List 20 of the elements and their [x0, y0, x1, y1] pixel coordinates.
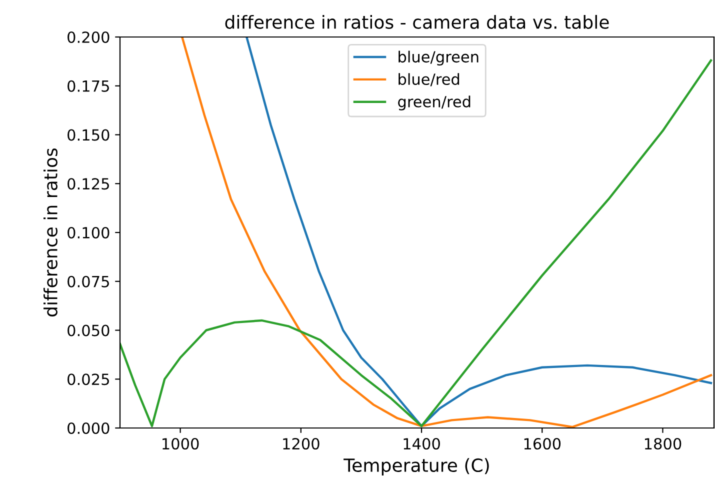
y-tick-label: 0.175 — [68, 80, 109, 92]
legend-label: green/red — [398, 96, 470, 110]
x-tick-label: 1200 — [283, 438, 320, 450]
y-tick-label: 0.125 — [68, 178, 109, 190]
x-tick-label: 1600 — [524, 438, 561, 450]
y-tick-label: 0.000 — [68, 422, 110, 434]
y-tick-label: 0.075 — [68, 276, 109, 288]
x-tick-label: 1400 — [404, 438, 440, 450]
y-tick-label: 0.200 — [68, 31, 110, 44]
y-axis-title: difference in ratios — [44, 148, 58, 316]
x-tick-label: 1800 — [644, 438, 682, 450]
y-tick-label: 0.150 — [68, 129, 110, 141]
chart-title: difference in ratios - camera data vs. table — [225, 14, 609, 29]
y-tick-label: 0.050 — [68, 324, 110, 336]
x-axis-title: Temperature (C) — [344, 458, 489, 476]
x-tick-label: 1000 — [162, 438, 199, 450]
legend-label: blue/red — [398, 73, 460, 86]
legend-label: blue/green — [398, 50, 478, 66]
y-tick-label: 0.025 — [68, 374, 109, 386]
y-tick-label: 0.100 — [68, 226, 110, 239]
